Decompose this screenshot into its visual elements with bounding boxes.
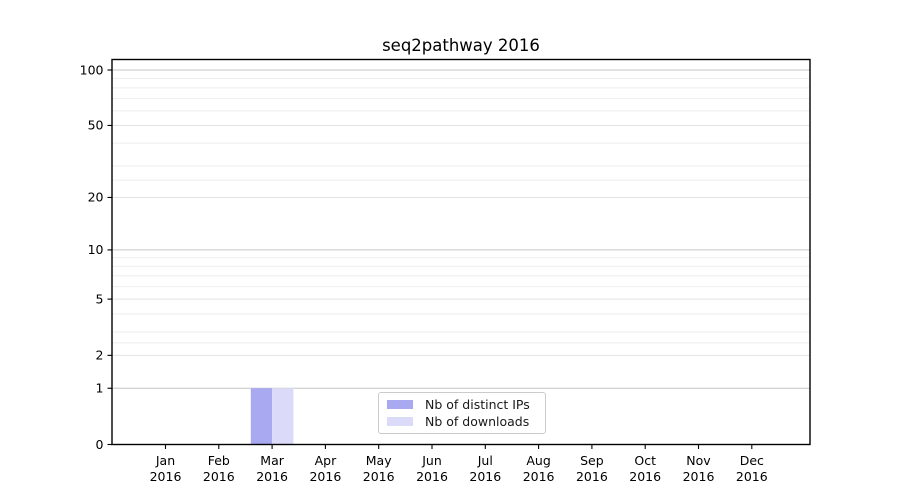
y-tick-label: 5: [96, 291, 104, 306]
plot-frame: [111, 58, 811, 446]
x-tick-label-month: Mar: [260, 453, 284, 468]
legend-entry-distinct-ips: Nb of distinct IPs: [387, 397, 537, 412]
legend-label-distinct-ips: Nb of distinct IPs: [425, 397, 530, 412]
y-tick-label: 100: [80, 62, 104, 77]
x-tick-label-year: 2016: [576, 469, 608, 484]
legend-swatch-distinct-ips-icon: [387, 400, 413, 409]
bar-distinct-ips: [250, 388, 273, 445]
x-tick-label-month: Aug: [526, 453, 550, 468]
chart-title: seq2pathway 2016: [382, 36, 540, 55]
legend: Nb of distinct IPs Nb of downloads: [378, 392, 546, 434]
x-tick-label-year: 2016: [309, 469, 341, 484]
legend-label-downloads: Nb of downloads: [425, 414, 530, 429]
y-tick-label: 2: [96, 348, 104, 363]
x-tick-label-year: 2016: [736, 469, 768, 484]
x-tick-label-month: Feb: [208, 453, 230, 468]
y-tick-label: 10: [88, 242, 104, 257]
x-tick-label-year: 2016: [150, 469, 182, 484]
x-tick-label-year: 2016: [363, 469, 395, 484]
x-tick-label-year: 2016: [256, 469, 288, 484]
x-tick-label-month: Apr: [315, 453, 337, 468]
legend-entry-downloads: Nb of downloads: [387, 414, 537, 429]
x-tick-label-month: Jun: [421, 453, 442, 468]
x-tick-label-year: 2016: [683, 469, 715, 484]
x-tick-label-year: 2016: [523, 469, 555, 484]
x-tick-label-month: Dec: [740, 453, 764, 468]
x-tick-label-year: 2016: [469, 469, 501, 484]
y-tick-label: 20: [88, 190, 104, 205]
y-tick-label: 0: [96, 437, 104, 452]
y-tick-label: 1: [96, 381, 104, 396]
x-tick-label-year: 2016: [629, 469, 661, 484]
x-tick-label-year: 2016: [203, 469, 235, 484]
x-tick-label-month: Oct: [634, 453, 656, 468]
x-tick-label-year: 2016: [416, 469, 448, 484]
x-tick-label-month: Jan: [155, 453, 175, 468]
x-tick-label-month: Sep: [580, 453, 604, 468]
legend-swatch-downloads-icon: [387, 417, 413, 426]
x-tick-label-month: Jul: [477, 453, 493, 468]
x-tick-label-month: Nov: [686, 453, 711, 468]
bar-downloads: [272, 388, 294, 445]
x-tick-label-month: May: [366, 453, 392, 468]
y-tick-label: 50: [88, 118, 104, 133]
